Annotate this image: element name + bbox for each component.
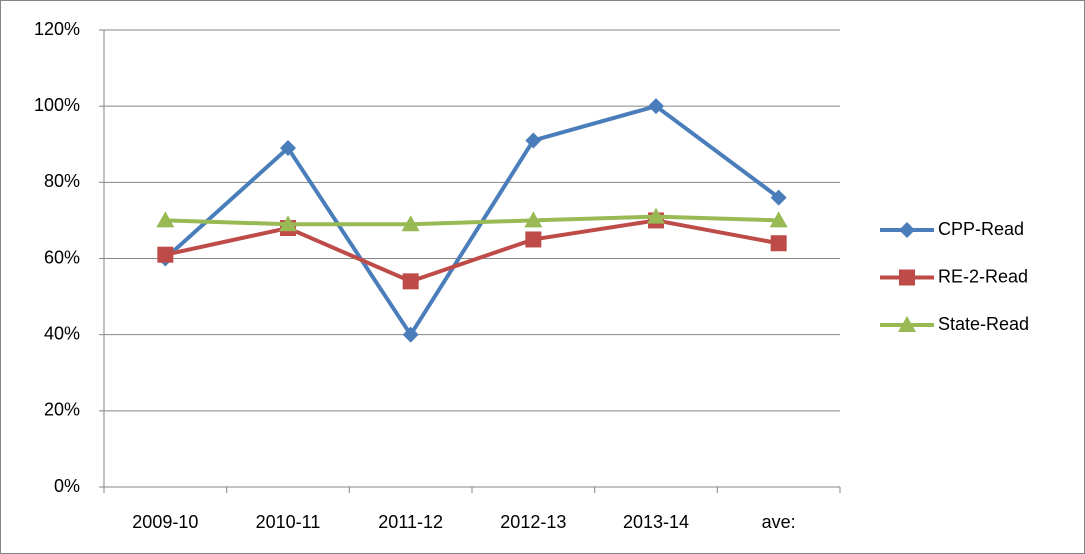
data-point <box>156 211 175 228</box>
data-point <box>402 273 419 290</box>
series-line <box>165 214 779 227</box>
y-tick-label: 80% <box>44 171 80 191</box>
data-point <box>769 211 788 228</box>
legend-label: State-Read <box>938 314 1029 334</box>
y-tick-label: 120% <box>34 19 80 39</box>
x-tick-label: 2009-10 <box>132 512 198 532</box>
x-tick-label: 2011-12 <box>378 512 443 532</box>
data-point <box>770 189 787 206</box>
x-tick-label: 2013-14 <box>623 512 689 532</box>
x-tick-label: ave: <box>762 512 796 532</box>
data-point <box>647 207 665 224</box>
data-point <box>402 326 419 343</box>
data-point <box>157 246 174 263</box>
legend-marker <box>899 222 915 238</box>
data-point <box>648 98 664 115</box>
legend-marker <box>898 316 916 332</box>
legend-label: RE-2-Read <box>938 266 1028 286</box>
data-point <box>524 211 543 228</box>
y-tick-label: 100% <box>34 95 80 115</box>
data-point <box>401 215 420 232</box>
legend-marker <box>899 269 915 286</box>
x-tick-label: 2012-13 <box>500 512 566 532</box>
data-point <box>279 215 297 232</box>
legend-label: CPP-Read <box>938 219 1024 239</box>
y-tick-label: 0% <box>54 476 80 496</box>
data-point <box>280 140 296 157</box>
y-tick-label: 40% <box>44 323 80 343</box>
y-tick-label: 60% <box>44 247 80 267</box>
data-point <box>525 231 542 248</box>
data-point <box>525 132 542 149</box>
series-line <box>164 218 780 284</box>
data-point <box>770 235 787 252</box>
x-tick-label: 2010-11 <box>256 512 321 532</box>
series-line <box>163 104 780 337</box>
y-tick-label: 20% <box>44 400 80 420</box>
